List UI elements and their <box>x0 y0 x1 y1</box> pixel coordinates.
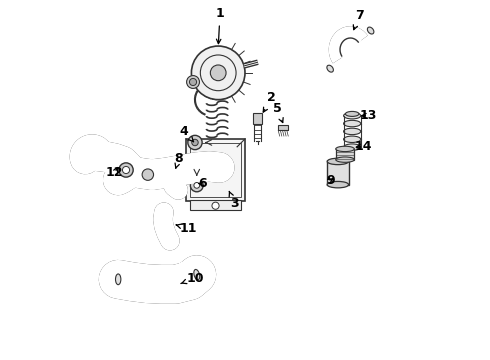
Ellipse shape <box>368 27 374 34</box>
Ellipse shape <box>336 157 354 162</box>
Ellipse shape <box>327 65 333 72</box>
Circle shape <box>217 172 226 181</box>
Text: 5: 5 <box>273 102 283 122</box>
Text: 14: 14 <box>354 140 371 153</box>
Text: 7: 7 <box>353 9 364 30</box>
Circle shape <box>190 78 196 86</box>
Bar <box>277 125 288 130</box>
Text: 1: 1 <box>216 8 224 44</box>
Circle shape <box>122 166 130 174</box>
Text: 4: 4 <box>180 125 194 142</box>
Bar <box>190 201 242 210</box>
Ellipse shape <box>343 112 361 119</box>
Ellipse shape <box>194 269 200 280</box>
Text: 6: 6 <box>198 177 206 190</box>
Text: 2: 2 <box>263 91 276 112</box>
Bar <box>253 113 262 124</box>
Text: 11: 11 <box>176 222 196 235</box>
Circle shape <box>212 202 219 209</box>
Circle shape <box>190 179 203 192</box>
Bar <box>186 139 245 202</box>
Circle shape <box>188 135 202 150</box>
Ellipse shape <box>343 144 361 150</box>
Bar <box>327 161 348 185</box>
Bar <box>336 149 354 159</box>
Circle shape <box>142 169 153 180</box>
Circle shape <box>192 139 198 146</box>
Ellipse shape <box>327 158 348 165</box>
Ellipse shape <box>327 181 348 188</box>
Ellipse shape <box>343 136 361 143</box>
Circle shape <box>187 76 199 89</box>
Ellipse shape <box>345 111 359 116</box>
Circle shape <box>194 183 199 188</box>
Ellipse shape <box>336 146 354 152</box>
Text: 12: 12 <box>106 166 123 179</box>
Text: 10: 10 <box>181 272 204 285</box>
Circle shape <box>210 65 226 81</box>
Circle shape <box>119 163 133 177</box>
Ellipse shape <box>343 128 361 135</box>
Text: 3: 3 <box>229 191 239 210</box>
Ellipse shape <box>343 120 361 127</box>
Text: 8: 8 <box>174 152 183 168</box>
Ellipse shape <box>116 274 121 285</box>
Bar <box>190 143 241 197</box>
Text: 13: 13 <box>360 109 377 122</box>
Text: 9: 9 <box>326 174 335 186</box>
Circle shape <box>192 46 245 100</box>
